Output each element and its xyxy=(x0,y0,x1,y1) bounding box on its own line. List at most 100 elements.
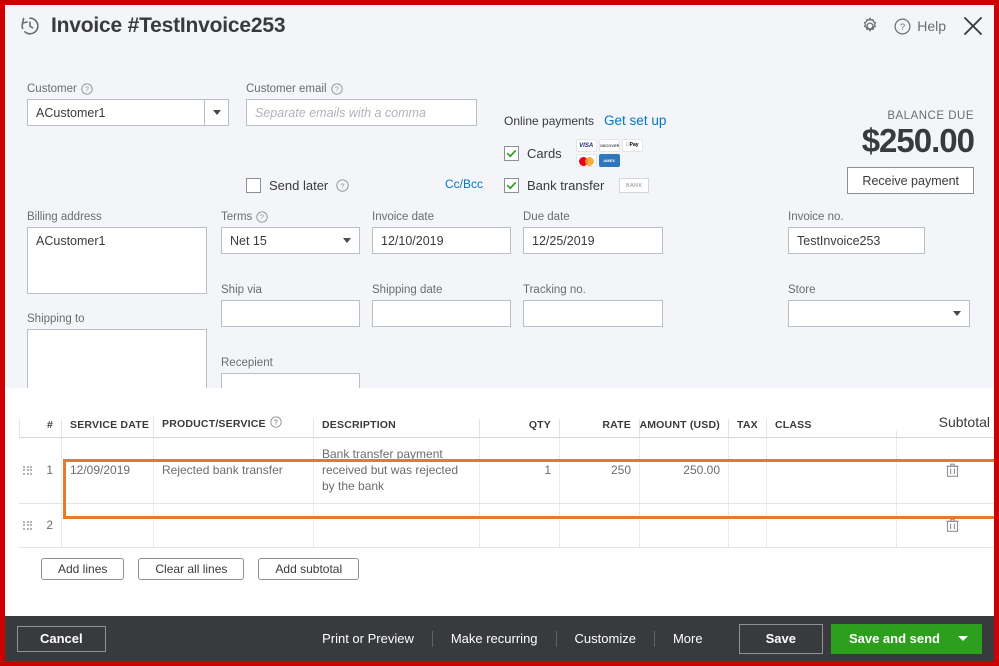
drag-handle-icon[interactable] xyxy=(23,520,32,530)
send-later-row[interactable]: Send later ? xyxy=(246,178,349,193)
make-recurring-button[interactable]: Make recurring xyxy=(433,630,557,647)
cell-delete[interactable] xyxy=(896,503,994,547)
cell-amount[interactable] xyxy=(639,503,728,547)
billing-address-input[interactable]: ACustomer1 xyxy=(27,227,207,294)
drag-handle-icon[interactable] xyxy=(23,465,32,475)
cell-qty[interactable]: 1 xyxy=(479,438,559,503)
question-circle-icon[interactable]: ? xyxy=(81,83,93,95)
customize-button[interactable]: Customize xyxy=(557,630,655,647)
row-number: 2 xyxy=(46,517,53,532)
due-date-input[interactable]: 12/25/2019 xyxy=(523,227,663,254)
line-item-actions: Add lines Clear all lines Add subtotal S… xyxy=(19,414,994,580)
customer-email-label: Customer email ? xyxy=(246,83,477,95)
terms-label: Terms ? xyxy=(221,211,360,223)
recurring-clock-icon xyxy=(19,15,41,37)
col-class: CLASS xyxy=(766,419,896,437)
titlebar-left: Invoice #TestInvoice253 xyxy=(19,14,285,38)
online-payments-group: Online payments Get set up Cards VISA DI… xyxy=(504,113,666,193)
cell-service-date[interactable] xyxy=(61,503,153,547)
invoice-date-value: 12/10/2019 xyxy=(381,233,444,248)
customer-email-group: Customer email ? Separate emails with a … xyxy=(246,83,477,126)
cell-rate[interactable] xyxy=(559,503,639,547)
store-group: Store xyxy=(788,284,970,327)
add-lines-button[interactable]: Add lines xyxy=(41,557,125,580)
line-items-table: # SERVICE DATE PRODUCT/SERVICE ? DESCRIP… xyxy=(19,409,994,626)
cell-product-service[interactable]: Rejected bank transfer xyxy=(153,438,313,503)
balance-due-label: BALANCE DUE xyxy=(887,110,974,122)
question-circle-icon[interactable]: ? xyxy=(270,416,282,431)
tracking-no-input[interactable] xyxy=(523,300,663,327)
online-payments-header: Online payments Get set up xyxy=(504,113,666,128)
gear-icon[interactable] xyxy=(860,16,880,36)
cell-product-service[interactable] xyxy=(153,503,313,547)
question-circle-icon: ? xyxy=(894,17,911,35)
balance-due-amount: $250.00 xyxy=(861,122,975,159)
amex-icon: AMEX xyxy=(598,154,620,167)
chevron-down-icon[interactable] xyxy=(958,636,968,641)
cards-row[interactable]: Cards VISA DISCOVER Pay AMEX xyxy=(504,139,666,167)
col-amount: AMOUNT (USD) xyxy=(639,419,728,437)
cc-bcc-link[interactable]: Cc/Bcc xyxy=(445,177,484,191)
cell-qty[interactable] xyxy=(479,503,559,547)
titlebar-actions: ? Help xyxy=(860,15,984,37)
cell-rate[interactable]: 250 xyxy=(559,438,639,503)
receive-payment-button[interactable]: Receive payment xyxy=(847,167,974,194)
cell-description[interactable] xyxy=(313,503,479,547)
cell-tax[interactable] xyxy=(728,503,766,547)
shipping-date-input[interactable] xyxy=(372,300,511,327)
customer-email-input[interactable]: Separate emails with a comma xyxy=(246,99,477,126)
bank-transfer-checkbox[interactable] xyxy=(504,178,519,193)
terms-select[interactable]: Net 15 xyxy=(221,227,360,254)
cell-amount[interactable]: 250.00 xyxy=(639,438,728,503)
customer-select[interactable]: ACustomer1 xyxy=(27,99,229,126)
cards-checkbox[interactable] xyxy=(504,145,519,161)
print-or-preview-button[interactable]: Print or Preview xyxy=(304,630,433,647)
shipping-to-input[interactable] xyxy=(27,329,207,396)
footer-links: Print or Preview Make recurring Customiz… xyxy=(304,630,721,647)
row-handle-cell: 1 xyxy=(19,438,61,503)
save-button[interactable]: Save xyxy=(738,623,823,654)
table-row[interactable]: 2 xyxy=(19,503,994,548)
invoice-no-input[interactable]: TestInvoice253 xyxy=(788,227,925,254)
question-circle-icon[interactable]: ? xyxy=(256,211,268,223)
add-subtotal-button[interactable]: Add subtotal xyxy=(258,557,360,580)
visa-icon: VISA xyxy=(575,139,597,152)
ship-via-group: Ship via xyxy=(221,284,360,327)
help-button[interactable]: ? Help xyxy=(894,17,946,35)
cell-description[interactable]: Bank transfer payment received but was r… xyxy=(313,438,479,503)
mastercard-icon xyxy=(575,154,597,167)
chevron-down-icon[interactable] xyxy=(945,301,969,326)
question-circle-icon[interactable]: ? xyxy=(330,83,343,95)
chevron-down-icon[interactable] xyxy=(204,100,228,125)
table-row[interactable]: 1 12/09/2019 Rejected bank transfer Bank… xyxy=(19,438,994,504)
customer-email-placeholder: Separate emails with a comma xyxy=(255,105,426,120)
cell-tax[interactable] xyxy=(728,438,766,503)
ship-via-input[interactable] xyxy=(221,300,360,327)
store-label: Store xyxy=(788,284,816,296)
cell-class[interactable] xyxy=(766,503,896,547)
send-later-checkbox[interactable] xyxy=(246,178,261,193)
shipping-date-label: Shipping date xyxy=(372,284,443,296)
trash-icon[interactable] xyxy=(946,518,959,532)
terms-group: Terms ? Net 15 xyxy=(221,211,360,254)
bank-transfer-row[interactable]: Bank transfer BANK xyxy=(504,178,666,193)
page-title: Invoice #TestInvoice253 xyxy=(51,14,286,37)
clear-all-lines-button[interactable]: Clear all lines xyxy=(138,557,245,580)
get-set-up-link[interactable]: Get set up xyxy=(604,113,667,128)
more-button[interactable]: More xyxy=(672,630,703,646)
shipping-date-group: Shipping date xyxy=(372,284,511,327)
cancel-button[interactable]: Cancel xyxy=(17,625,106,652)
save-and-send-button[interactable]: Save and send xyxy=(830,623,982,654)
question-circle-icon[interactable]: ? xyxy=(336,179,349,192)
customer-value: ACustomer1 xyxy=(36,105,106,120)
due-date-value: 12/25/2019 xyxy=(532,233,595,248)
chevron-down-icon[interactable] xyxy=(335,228,359,253)
close-icon[interactable] xyxy=(962,15,984,37)
trash-icon[interactable] xyxy=(946,463,959,478)
cell-service-date[interactable]: 12/09/2019 xyxy=(61,438,153,503)
cell-class[interactable] xyxy=(766,438,896,503)
store-select[interactable] xyxy=(788,300,970,327)
cell-delete[interactable] xyxy=(896,438,994,503)
billing-address-group: Billing address ACustomer1 xyxy=(27,211,207,294)
invoice-date-input[interactable]: 12/10/2019 xyxy=(372,227,511,254)
